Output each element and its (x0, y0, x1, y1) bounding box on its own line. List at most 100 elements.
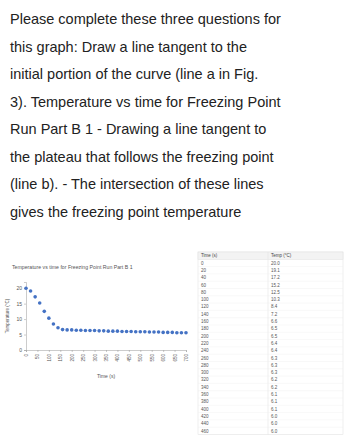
question-line: 3). Temperature vs time for Freezing Poi… (10, 94, 281, 110)
y-tick: 5 (19, 332, 26, 338)
x-tick-label: 0 (24, 354, 29, 357)
y-tick: 15 (16, 301, 26, 307)
point (184, 331, 188, 335)
point (74, 328, 78, 332)
table-cell: 15.2 (271, 283, 280, 288)
x-tick: 500 (138, 350, 143, 362)
point (70, 328, 74, 332)
question-line: (line b). - The intersection of these li… (10, 176, 264, 192)
table-cell: 6.0 (271, 429, 278, 434)
point (134, 330, 138, 334)
question-line: the plateau that follows the freezing po… (10, 149, 274, 165)
table-cell: 80 (201, 290, 207, 295)
y-tick-label: 0 (19, 347, 22, 353)
table-cell: 220 (201, 341, 209, 346)
table-cell: 440 (201, 421, 209, 426)
x-tick: 150 (58, 350, 63, 362)
table-header: Time (s) (201, 253, 218, 258)
table-cell: 420 (201, 414, 209, 419)
point (93, 329, 97, 333)
x-tick-label: 700 (184, 354, 189, 362)
x-tick: 0 (24, 350, 29, 357)
point (161, 331, 165, 335)
table-cell: 6.4 (271, 341, 278, 346)
y-tick-label: 10 (16, 316, 22, 322)
table-cell: 120 (201, 304, 209, 309)
point (175, 331, 179, 335)
table-cell: 280 (201, 363, 209, 368)
table-cell: 6.6 (271, 319, 278, 324)
table-cell: 140 (201, 312, 209, 317)
point (106, 329, 110, 333)
point (65, 328, 69, 332)
x-tick-mark (106, 350, 107, 352)
table-cell: 380 (201, 399, 209, 404)
x-axis-line (27, 351, 187, 353)
point (157, 330, 161, 334)
point (148, 330, 152, 334)
y-tick-mark (24, 304, 26, 305)
question: Please complete these three questions fo… (10, 11, 281, 220)
y-axis-line (24, 283, 27, 351)
question-line: Please complete these three questions fo… (10, 11, 281, 27)
y-axis-title: Temperature (°C) (5, 298, 10, 333)
x-tick-label: 500 (138, 354, 143, 362)
table-cell: 6.3 (271, 363, 278, 368)
x-tick-label: 250 (81, 354, 86, 362)
table-divider (268, 252, 269, 435)
table-header-bg (198, 252, 343, 259)
chart: Temperature vs time for Freezing Point R… (5, 264, 189, 379)
x-tick-mark (163, 350, 164, 352)
x-tick-label: 300 (93, 354, 98, 362)
table-cell: 360 (201, 392, 209, 397)
point (84, 329, 88, 333)
point (29, 289, 33, 293)
y-tick-label: 15 (16, 301, 22, 307)
y-tick-label: 5 (19, 332, 22, 338)
point (138, 330, 142, 334)
table-cell: 60 (201, 283, 207, 288)
x-tick-label: 550 (150, 354, 155, 362)
table-cell: 6.5 (271, 326, 278, 331)
x-tick-label: 650 (173, 354, 178, 362)
x-tick-mark (72, 350, 73, 352)
table-cell: 8.4 (271, 304, 278, 309)
x-tick-mark (26, 350, 27, 352)
x-tick: 450 (127, 350, 132, 362)
table-cell: 6.0 (271, 414, 278, 419)
x-tick-label: 600 (161, 354, 166, 362)
y-tick-mark (24, 350, 26, 351)
x-tick: 550 (150, 350, 155, 362)
x-tick-mark (83, 350, 84, 352)
table-cell: 17.2 (271, 275, 280, 280)
point (24, 286, 28, 290)
x-tick-mark (186, 350, 187, 352)
point (56, 326, 60, 330)
point (33, 295, 37, 299)
table-cell: 6.2 (271, 377, 278, 382)
question-line: Run Part B 1 - Drawing a line tangent to (10, 121, 266, 137)
point (79, 328, 83, 332)
question-line: gives the freezing point temperature (10, 204, 241, 220)
table-cell: 20.0 (271, 261, 280, 266)
table-cell: 460 (201, 429, 209, 434)
y-tick-mark (24, 335, 26, 336)
x-tick: 300 (93, 350, 98, 362)
y-tick-label: 20 (16, 285, 22, 291)
table-cell: 0 (201, 261, 204, 266)
x-tick-label: 350 (104, 354, 109, 362)
x-tick: 400 (115, 350, 120, 362)
table-cell: 400 (201, 407, 209, 412)
point (38, 301, 42, 305)
table-cell: 200 (201, 334, 209, 339)
table-cell: 6.1 (271, 407, 278, 412)
table-cell: 320 (201, 377, 209, 382)
page: Please complete these three questions fo… (0, 0, 350, 442)
x-tick-mark (152, 350, 153, 352)
point (129, 330, 133, 334)
table-cell: 6.5 (271, 334, 278, 339)
x-tick-label: 200 (70, 354, 75, 362)
y-tick: 0 (19, 347, 26, 353)
x-tick: 50 (35, 350, 40, 359)
x-tick: 650 (173, 350, 178, 362)
